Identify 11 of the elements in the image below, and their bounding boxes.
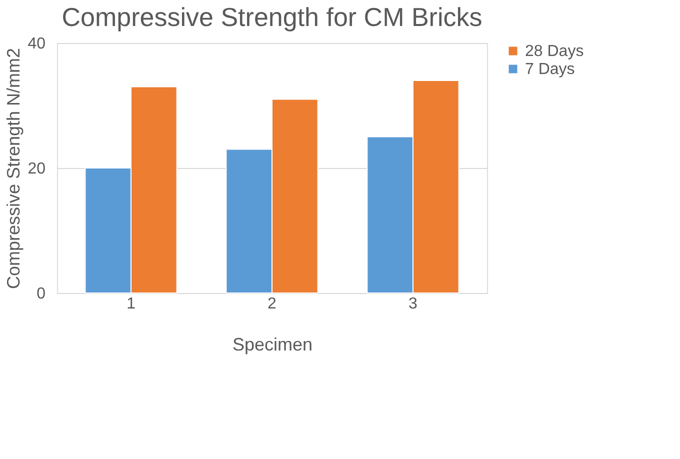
x-axis-title: Specimen <box>232 334 313 354</box>
y-tick-label: 0 <box>36 286 46 302</box>
legend-label: 28 Days <box>525 43 584 60</box>
chart-title: Compressive Strength for CM Bricks <box>62 2 482 32</box>
x-tick-label: 1 <box>126 296 136 312</box>
x-tick-label: 2 <box>268 296 277 312</box>
legend-label: 7 Days <box>525 61 575 78</box>
y-tick-label: 20 <box>28 160 46 178</box>
x-tick-label: 3 <box>408 296 418 312</box>
y-axis-title: Compressive Strength N/mm2 <box>4 48 24 290</box>
y-tick-label: 40 <box>28 36 46 52</box>
